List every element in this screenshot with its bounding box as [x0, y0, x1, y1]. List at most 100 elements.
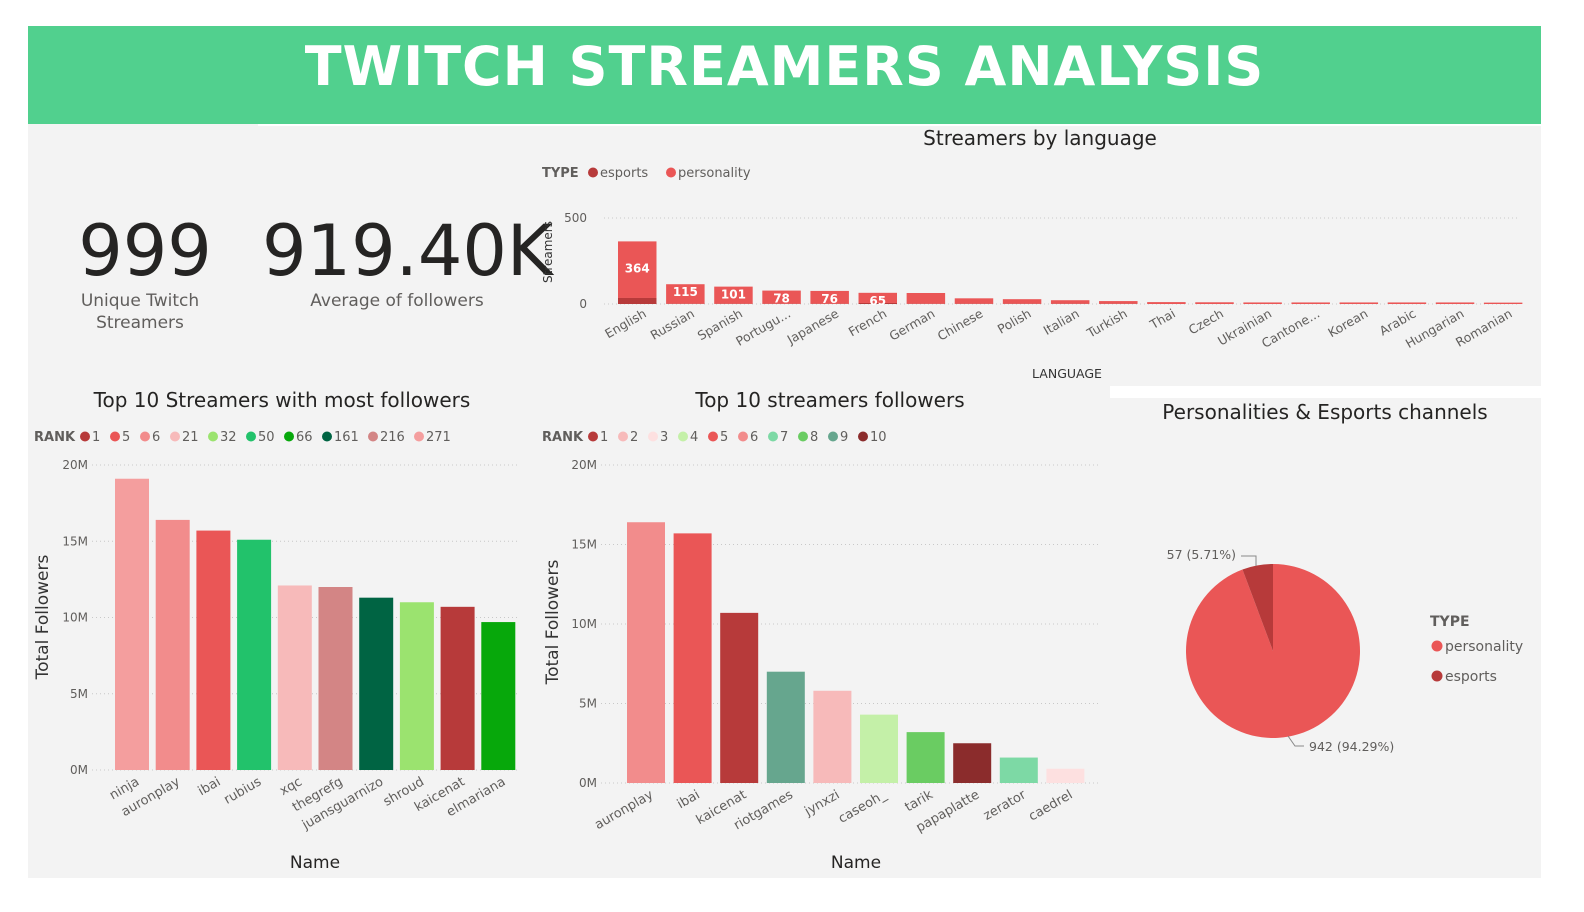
legend-label: 32 [220, 430, 237, 445]
bar-ibai [673, 533, 712, 783]
y-tick-label: 0M [579, 776, 597, 790]
bar-juansguarnizo [359, 597, 394, 770]
kpi-unique-streamers-label: Unique Twitch Streamers [60, 290, 220, 334]
y-tick-label: 20M [571, 458, 597, 472]
x-tick-label: Japanese [784, 305, 842, 347]
legend-label: 3 [660, 430, 668, 445]
bar-ninja [115, 478, 149, 770]
x-tick-label: ibai [675, 787, 703, 812]
bar-shroud [399, 602, 434, 770]
legend-marker [208, 431, 218, 442]
panel-separator [1110, 386, 1541, 398]
x-tick-label: caseoh_ [836, 787, 889, 827]
y-tick-label: 0M [70, 763, 88, 777]
bar-auronplay [627, 522, 665, 783]
legend-marker [368, 431, 378, 442]
x-tick-label: Turkish [1083, 306, 1129, 341]
y-axis-title: Total Followers [33, 554, 53, 680]
page-title: TWITCH STREAMERS ANALYSIS [304, 35, 1265, 98]
legend-marker [284, 431, 294, 442]
chart-title-pie: Personalities & Esports channels [1162, 400, 1488, 424]
kpi-average-followers-label: Average of followers [282, 290, 512, 312]
legend-marker [246, 431, 256, 442]
bar-kaicenat [720, 612, 759, 783]
legend-marker [798, 431, 808, 442]
x-tick-label: Portugu... [733, 306, 793, 349]
y-tick-label: 15M [62, 534, 88, 548]
legend-title: RANK [542, 430, 584, 445]
legend-marker [80, 431, 90, 442]
legend-marker [322, 431, 332, 442]
bar-personality-18 [1483, 302, 1523, 304]
x-axis-title: Name [831, 853, 881, 873]
bar-personality-9 [1050, 300, 1090, 304]
pie-leader-esports [1241, 555, 1257, 566]
kpi-label-line: Average of followers [310, 291, 484, 311]
x-tick-label: Italian [1041, 306, 1082, 338]
data-label: 76 [821, 292, 838, 306]
legend-marker [1431, 670, 1443, 682]
bar-esports-5 [858, 302, 898, 304]
legend-marker [666, 167, 676, 178]
pie-slice-esports [1242, 564, 1273, 651]
data-label: 65 [869, 294, 886, 308]
legend-title: TYPE [542, 166, 579, 181]
chart-title-language: Streamers by language [923, 126, 1157, 150]
bar-jynxzi [813, 690, 852, 783]
bar-personality-15 [1339, 302, 1379, 304]
x-axis-title: Name [290, 853, 340, 873]
legend-marker [1431, 640, 1443, 652]
legend-label: personality [678, 166, 751, 181]
bar-personality-1 [666, 284, 705, 304]
data-label: 78 [773, 292, 790, 306]
bar-auronplay [155, 519, 190, 770]
legend-title: RANK [34, 430, 76, 445]
x-tick-label: tarik [902, 787, 935, 815]
x-tick-label: Chinese [935, 305, 986, 343]
legend-marker [618, 431, 628, 442]
legend-label: 161 [334, 430, 359, 445]
bar-papaplatte [953, 743, 992, 783]
bar-caseoh_ [860, 714, 898, 783]
bar-personality-17 [1435, 302, 1475, 304]
legend-marker [708, 431, 718, 442]
bar-personality-5 [858, 292, 898, 303]
legend-label: esports [1445, 669, 1497, 685]
bar-personality-8 [1002, 299, 1042, 304]
title-banner [28, 26, 1541, 124]
bar-xqc [277, 585, 312, 770]
banner-divider [258, 124, 1541, 126]
bar-personality-13 [1243, 302, 1282, 304]
bar-ibai [196, 530, 231, 770]
x-tick-label: ibai [196, 774, 224, 799]
legend-marker [738, 431, 748, 442]
legend-marker [140, 431, 150, 442]
legend-label: personality [1445, 639, 1523, 655]
x-tick-label: zerator [981, 787, 1029, 824]
chart-title-top10-followers: Top 10 streamers followers [695, 388, 965, 412]
legend-marker [414, 431, 424, 442]
bar-kaicenat [440, 606, 475, 770]
x-tick-label: Thai [1146, 306, 1177, 333]
pie-label-personality: 942 (94.29%) [1309, 739, 1394, 754]
legend-marker [588, 431, 598, 442]
x-tick-label: caedrel [1026, 787, 1075, 824]
y-tick-label: 0 [579, 297, 587, 311]
bar-personality-10 [1099, 301, 1138, 304]
bar-personality-2 [714, 286, 753, 304]
legend-label: 2 [630, 430, 638, 445]
legend-label: 6 [750, 430, 758, 445]
bar-esports-0 [618, 297, 657, 304]
y-tick-label: 500 [564, 211, 587, 225]
kpi-unique-streamers-value: 999 [78, 210, 212, 292]
bar-elmariana [481, 622, 516, 770]
bar-caedrel [1046, 768, 1085, 783]
legend-label: 9 [840, 430, 848, 445]
legend-label: 8 [810, 430, 818, 445]
legend-label: 5 [720, 430, 728, 445]
legend-label: 7 [780, 430, 788, 445]
x-tick-label: rubius [222, 774, 265, 807]
legend-label: 1 [92, 430, 100, 445]
x-tick-label: German [887, 306, 938, 344]
